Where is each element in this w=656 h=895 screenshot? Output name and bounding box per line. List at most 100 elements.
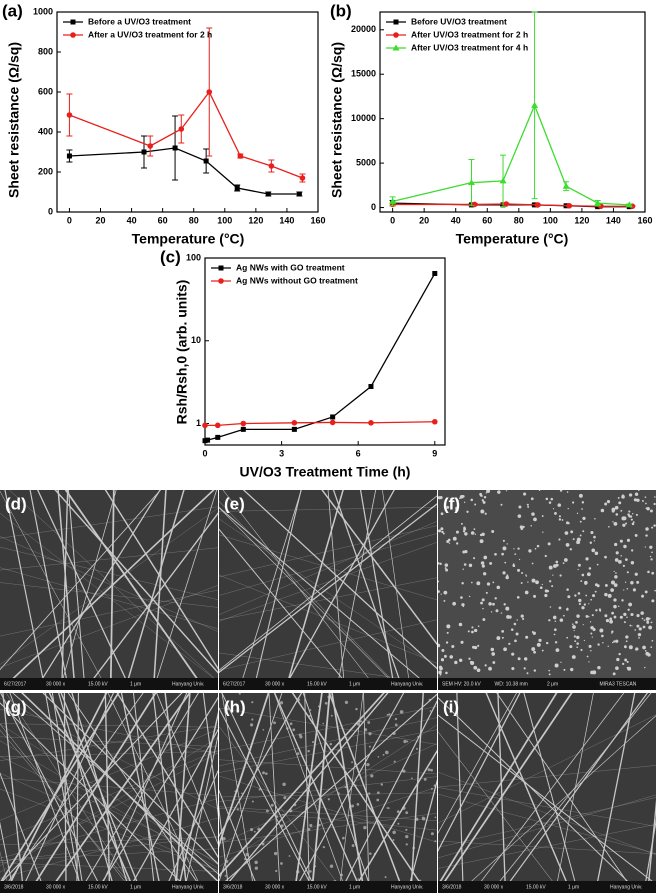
nanowire xyxy=(156,693,218,845)
particle xyxy=(254,866,259,870)
x-axis-title: UV/O3 Treatment Time (h) xyxy=(240,464,411,480)
nanoparticle xyxy=(553,633,556,636)
info-text: 15.00 kV xyxy=(88,884,108,890)
nanoparticle xyxy=(576,642,579,645)
legend-label: Ag NWs without GO treatment xyxy=(236,275,358,285)
nanoparticle xyxy=(536,642,541,647)
x-tick-label: 20 xyxy=(419,215,429,225)
nanoparticle xyxy=(552,508,555,510)
y-tick-label: 1000 xyxy=(33,6,53,16)
nanoparticle xyxy=(454,660,458,665)
nanoparticle xyxy=(541,583,543,586)
nanoparticle xyxy=(614,575,618,579)
nanoparticle xyxy=(527,581,529,583)
y-tick-label: 800 xyxy=(38,46,53,56)
nanoparticle xyxy=(560,661,562,663)
nanoparticle xyxy=(590,598,593,601)
nanowire xyxy=(222,490,378,690)
nanowire xyxy=(273,693,348,893)
nanoparticle xyxy=(581,606,585,610)
particle xyxy=(309,709,312,711)
nanoparticle xyxy=(632,521,635,524)
nanoparticle xyxy=(548,673,551,676)
nanoparticle xyxy=(492,581,495,584)
nanoparticle xyxy=(582,516,586,520)
nanowire xyxy=(438,697,641,893)
nanoparticle xyxy=(441,648,445,653)
nanoparticle xyxy=(567,507,569,510)
nanowire xyxy=(0,547,218,571)
nanoparticle xyxy=(640,611,644,615)
sem-image: SEM HV: 20.0 kV WD: 10.38 mm 2 μm MIRA3 TES… xyxy=(438,490,656,690)
particle xyxy=(377,755,380,758)
nanowire xyxy=(350,749,437,893)
nanoparticle xyxy=(628,510,631,513)
nanoparticle xyxy=(642,500,644,502)
particle xyxy=(392,838,395,841)
nanoparticle xyxy=(548,565,553,570)
marker xyxy=(240,420,247,427)
nanowire xyxy=(0,777,218,796)
nanoparticle xyxy=(479,492,483,496)
nanoparticle xyxy=(496,636,501,641)
nanoparticle xyxy=(517,568,521,572)
nanoparticle xyxy=(563,668,566,671)
particle xyxy=(251,701,254,704)
x-tick-label: 140 xyxy=(606,215,621,225)
nanowire xyxy=(219,506,434,690)
nanoparticle xyxy=(594,590,597,593)
nanoparticle xyxy=(525,574,527,576)
nanoparticle xyxy=(445,568,449,572)
info-text: 15.00 kV xyxy=(307,681,327,687)
nanoparticle xyxy=(607,645,609,648)
x-axis-title: Temperature (°C) xyxy=(132,231,245,247)
particle xyxy=(299,735,303,739)
marker xyxy=(214,422,221,429)
nanoparticle xyxy=(554,620,557,622)
nanoparticle xyxy=(614,505,619,510)
nanowire xyxy=(219,717,437,767)
nanoparticle xyxy=(517,657,521,661)
nanowire xyxy=(291,693,428,893)
nanoparticle xyxy=(569,548,573,551)
marker xyxy=(66,153,72,159)
nanoparticle xyxy=(616,657,620,662)
nanowire xyxy=(643,818,656,893)
nanoparticle xyxy=(590,625,594,630)
nanoparticle xyxy=(505,490,508,492)
nanoparticle xyxy=(531,631,534,634)
series-line xyxy=(69,90,303,179)
nanowire xyxy=(76,693,80,893)
particle xyxy=(329,742,333,746)
nanoparticle xyxy=(438,643,441,648)
particle xyxy=(434,816,437,819)
nanoparticle xyxy=(516,596,520,599)
nanoparticle xyxy=(577,592,581,595)
nanoparticle xyxy=(489,561,493,565)
nanowire xyxy=(0,725,218,761)
nanoparticle xyxy=(524,590,529,595)
nanoparticle xyxy=(559,574,562,577)
nanoparticle xyxy=(629,515,633,518)
nanoparticle xyxy=(514,639,517,643)
nanowire xyxy=(94,696,218,893)
nanoparticle xyxy=(626,616,628,619)
nanowire xyxy=(219,707,437,745)
nanowire xyxy=(0,723,218,728)
nanoparticle xyxy=(440,527,444,531)
nanoparticle xyxy=(585,594,588,597)
nanoparticle xyxy=(581,508,583,510)
sem-image: 6/27/2017 30 000 x 15.00 kV 1 μm Hanyang Uni… xyxy=(219,490,437,690)
nanoparticle xyxy=(650,621,653,624)
marker xyxy=(141,149,147,155)
nanowire xyxy=(219,724,437,867)
nanoparticle xyxy=(438,562,440,565)
particle xyxy=(251,718,254,721)
nanoparticle xyxy=(589,541,593,544)
nanoparticle xyxy=(590,530,594,535)
panel-label: (e) xyxy=(224,494,245,513)
nanoparticle xyxy=(610,588,614,592)
nanowire xyxy=(0,693,105,893)
info-text: 30 000 x xyxy=(484,884,504,890)
info-text: 1 μm xyxy=(130,884,141,890)
